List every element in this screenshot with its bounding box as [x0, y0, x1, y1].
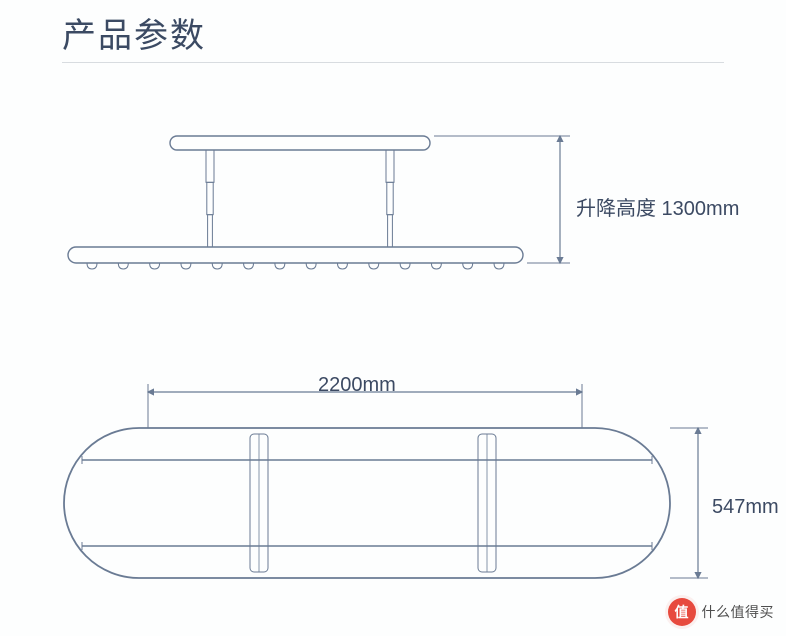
dim-label-length: 2200mm — [318, 374, 396, 397]
diagram-svg — [0, 0, 786, 636]
watermark: 值 什么值得买 — [668, 598, 775, 626]
top-view — [64, 384, 708, 578]
watermark-text: 什么值得买 — [702, 602, 775, 622]
dim-label-width: 547mm — [712, 496, 779, 519]
dim-label-height: 升降高度 1300mm — [576, 192, 739, 221]
side-view — [68, 136, 570, 269]
watermark-badge-icon: 值 — [668, 598, 696, 626]
